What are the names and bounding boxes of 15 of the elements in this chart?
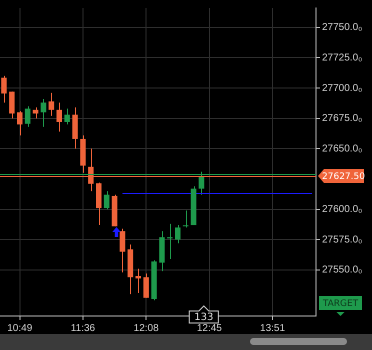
y-tick-label: 27600.0₀ [322, 204, 362, 216]
annotation: 133 [194, 312, 214, 324]
x-tick-label: 11:36 [70, 322, 96, 334]
y-tick-label: 27650.0₀ [322, 143, 362, 154]
x-tick-label: 12:45 [196, 322, 222, 334]
x-tick-label: 13:51 [260, 322, 286, 334]
y-tick-label: 27700.0₀ [322, 82, 362, 94]
y-tick-label: 27675.0₀ [322, 113, 362, 124]
x-tick-label: 10:49 [7, 322, 33, 334]
y-tick-label: 27725.0₀ [322, 52, 362, 64]
y-tick-label: 27550.0₀ [322, 264, 362, 276]
y-tick-label: 27575.0₀ [322, 234, 362, 246]
text: TARGET [322, 298, 359, 309]
x-tick-label: 12:08 [134, 322, 160, 334]
y-tick-label: 27750.0₀ [322, 22, 362, 34]
